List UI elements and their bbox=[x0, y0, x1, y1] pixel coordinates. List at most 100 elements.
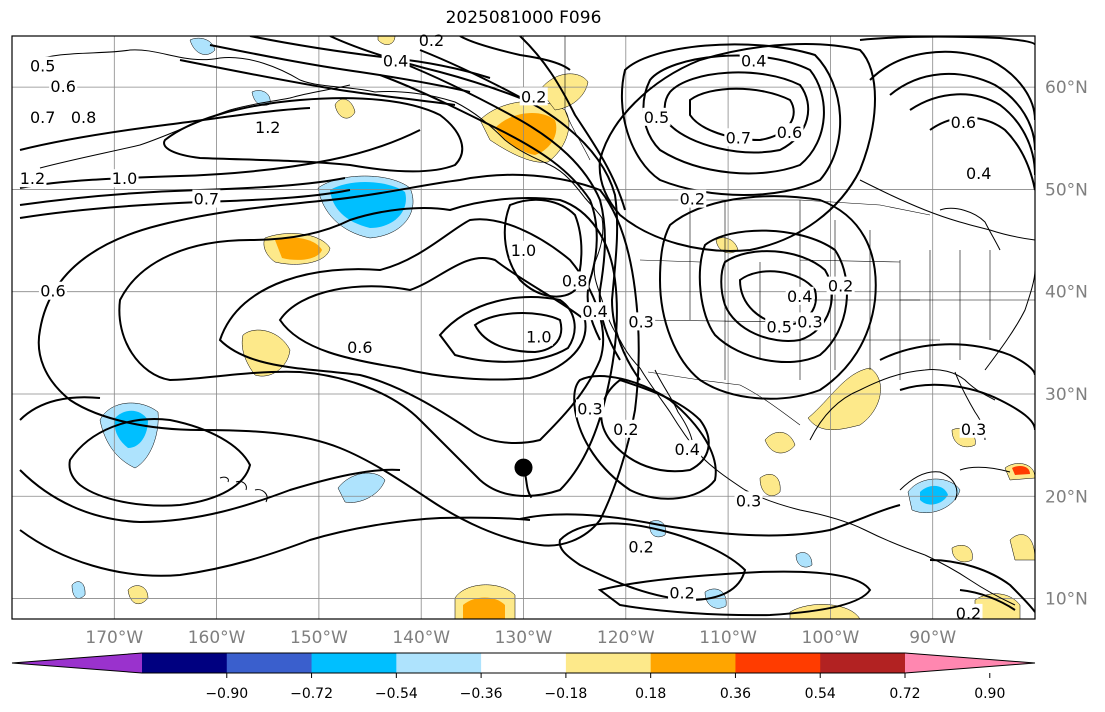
contour-0-3-central bbox=[573, 375, 717, 500]
contour-label-bg bbox=[28, 56, 57, 75]
contour-label: 0.2 bbox=[613, 420, 638, 439]
coast-central-america bbox=[924, 554, 1016, 606]
contour-label: 0.2 bbox=[680, 190, 705, 209]
map-frame bbox=[11, 35, 1036, 620]
contour-east-3 bbox=[909, 93, 1035, 176]
contour-bottom-left bbox=[19, 516, 531, 577]
contour-label-bg bbox=[38, 281, 67, 300]
contour-label: 1.0 bbox=[112, 169, 137, 188]
shade-positive-atlantic-core bbox=[1012, 466, 1030, 475]
contour-label: 1.2 bbox=[255, 118, 280, 137]
coast-hawaii-3 bbox=[254, 489, 268, 503]
coast-gulf-mexico bbox=[809, 369, 996, 441]
contour-label: 0.7 bbox=[30, 108, 55, 127]
contour-0-2-canada bbox=[598, 43, 876, 252]
shade-positive-bottom-right bbox=[974, 593, 1021, 619]
contour-label-bg bbox=[765, 317, 794, 336]
coast-hudson bbox=[939, 207, 1001, 251]
contour-0-2-far-se bbox=[959, 589, 1016, 611]
contour-gulf-2 bbox=[209, 44, 471, 93]
contour-1-0-west bbox=[19, 129, 421, 189]
colorbar-tick-label: 0.36 bbox=[720, 686, 751, 702]
colorbar-segment bbox=[396, 653, 482, 673]
contour-label-bg bbox=[110, 169, 139, 188]
lon-tick-label: 110°W bbox=[699, 628, 757, 648]
state-lines-west bbox=[639, 200, 801, 380]
lat-tick-label: 20°N bbox=[1045, 487, 1088, 507]
contour-label: 0.4 bbox=[383, 52, 408, 71]
shade-positive-south-core bbox=[463, 597, 505, 619]
contour-east-1 bbox=[869, 50, 1035, 121]
contour-label-bg bbox=[642, 107, 671, 126]
contour-0-6-central bbox=[218, 218, 605, 444]
colorbar-tick-label: 0.90 bbox=[974, 686, 1005, 702]
shade-positive-aleutian bbox=[334, 98, 356, 119]
shade-positive-far-southeast bbox=[1009, 534, 1035, 561]
border-alaska-canada bbox=[564, 36, 591, 161]
contour-0-4-rockies bbox=[720, 250, 833, 342]
contour-0-7-canada bbox=[689, 87, 795, 142]
contour-label: 0.4 bbox=[741, 52, 766, 71]
contour-1-0-central bbox=[503, 198, 583, 298]
border-us-canada bbox=[600, 199, 931, 216]
contour-label-bg bbox=[627, 537, 656, 556]
lon-tick-label: 130°W bbox=[495, 628, 553, 648]
contour-label: 1.0 bbox=[511, 241, 536, 260]
contour-sw-edge bbox=[19, 396, 101, 421]
contour-label: 1.2 bbox=[20, 169, 45, 188]
lon-tick-label: 150°W bbox=[290, 628, 348, 648]
contour-label: 0.2 bbox=[521, 87, 546, 106]
colorbar-segment bbox=[311, 653, 397, 673]
contour-east-2 bbox=[889, 72, 1035, 151]
contour-label-bg bbox=[509, 240, 538, 259]
shaded-anomaly-areas bbox=[71, 36, 1035, 619]
coast-east-us bbox=[984, 269, 1035, 371]
lon-tick-label: 160°W bbox=[188, 628, 246, 648]
contour-label-bg bbox=[959, 419, 988, 438]
storm-marker-layer bbox=[514, 458, 533, 499]
contour-label: 0.4 bbox=[787, 287, 812, 306]
contour-0-8-central bbox=[438, 296, 576, 363]
coast-hawaii-1 bbox=[219, 476, 229, 483]
shade-negative-small-3 bbox=[71, 581, 86, 599]
contour-label: 0.2 bbox=[419, 31, 444, 50]
lat-tick-label: 50°N bbox=[1045, 180, 1088, 200]
contour-0-2-sw bbox=[597, 570, 872, 617]
contour-panhandle-3 bbox=[419, 49, 641, 381]
contour-east-5 bbox=[859, 36, 1035, 46]
contour-label-bg bbox=[611, 419, 640, 438]
state-lines-east bbox=[899, 250, 1035, 380]
contour-label-bg bbox=[345, 337, 374, 356]
shade-positive-west-core bbox=[275, 237, 322, 260]
colorbar-segment bbox=[820, 653, 906, 673]
contour-label-bg bbox=[775, 123, 804, 142]
lon-tick-label: 120°W bbox=[597, 628, 655, 648]
contour-label-bg bbox=[18, 169, 47, 188]
contour-lower-west bbox=[19, 468, 401, 524]
contour-1-0-inner bbox=[473, 312, 563, 354]
contour-0-4-central bbox=[600, 378, 710, 473]
shade-negative-east bbox=[795, 552, 813, 568]
contour-label-bg bbox=[734, 491, 763, 510]
colorbar-extend-low bbox=[12, 653, 142, 673]
coast-alaska-north bbox=[29, 49, 376, 93]
contour-1-2-west bbox=[19, 107, 311, 151]
colorbar-segment bbox=[481, 653, 567, 673]
contour-label-bg bbox=[795, 312, 824, 331]
shade-yukon-yellow bbox=[539, 73, 589, 111]
contour-label: 0.2 bbox=[956, 604, 981, 623]
contour-label: 0.3 bbox=[628, 312, 653, 331]
lat-tick-label: 40°N bbox=[1045, 283, 1088, 303]
contour-label-bg bbox=[381, 51, 410, 70]
contour-label: 1.0 bbox=[526, 328, 551, 347]
contour-label: 0.4 bbox=[582, 302, 607, 321]
contour-label: 0.2 bbox=[669, 583, 694, 602]
contour-0-4-top bbox=[329, 36, 526, 101]
contour-label: 0.6 bbox=[777, 123, 802, 142]
contour-label-bg bbox=[519, 87, 548, 106]
contour-label: 0.2 bbox=[828, 277, 853, 296]
contour-label-bg bbox=[954, 603, 983, 622]
contour-labels: 0.50.60.7 0.81.21.2 1.00.70.60.61.01.00.80… bbox=[18, 31, 993, 623]
contour-label-bg bbox=[678, 189, 707, 208]
shade-positive-small-1 bbox=[127, 585, 149, 605]
